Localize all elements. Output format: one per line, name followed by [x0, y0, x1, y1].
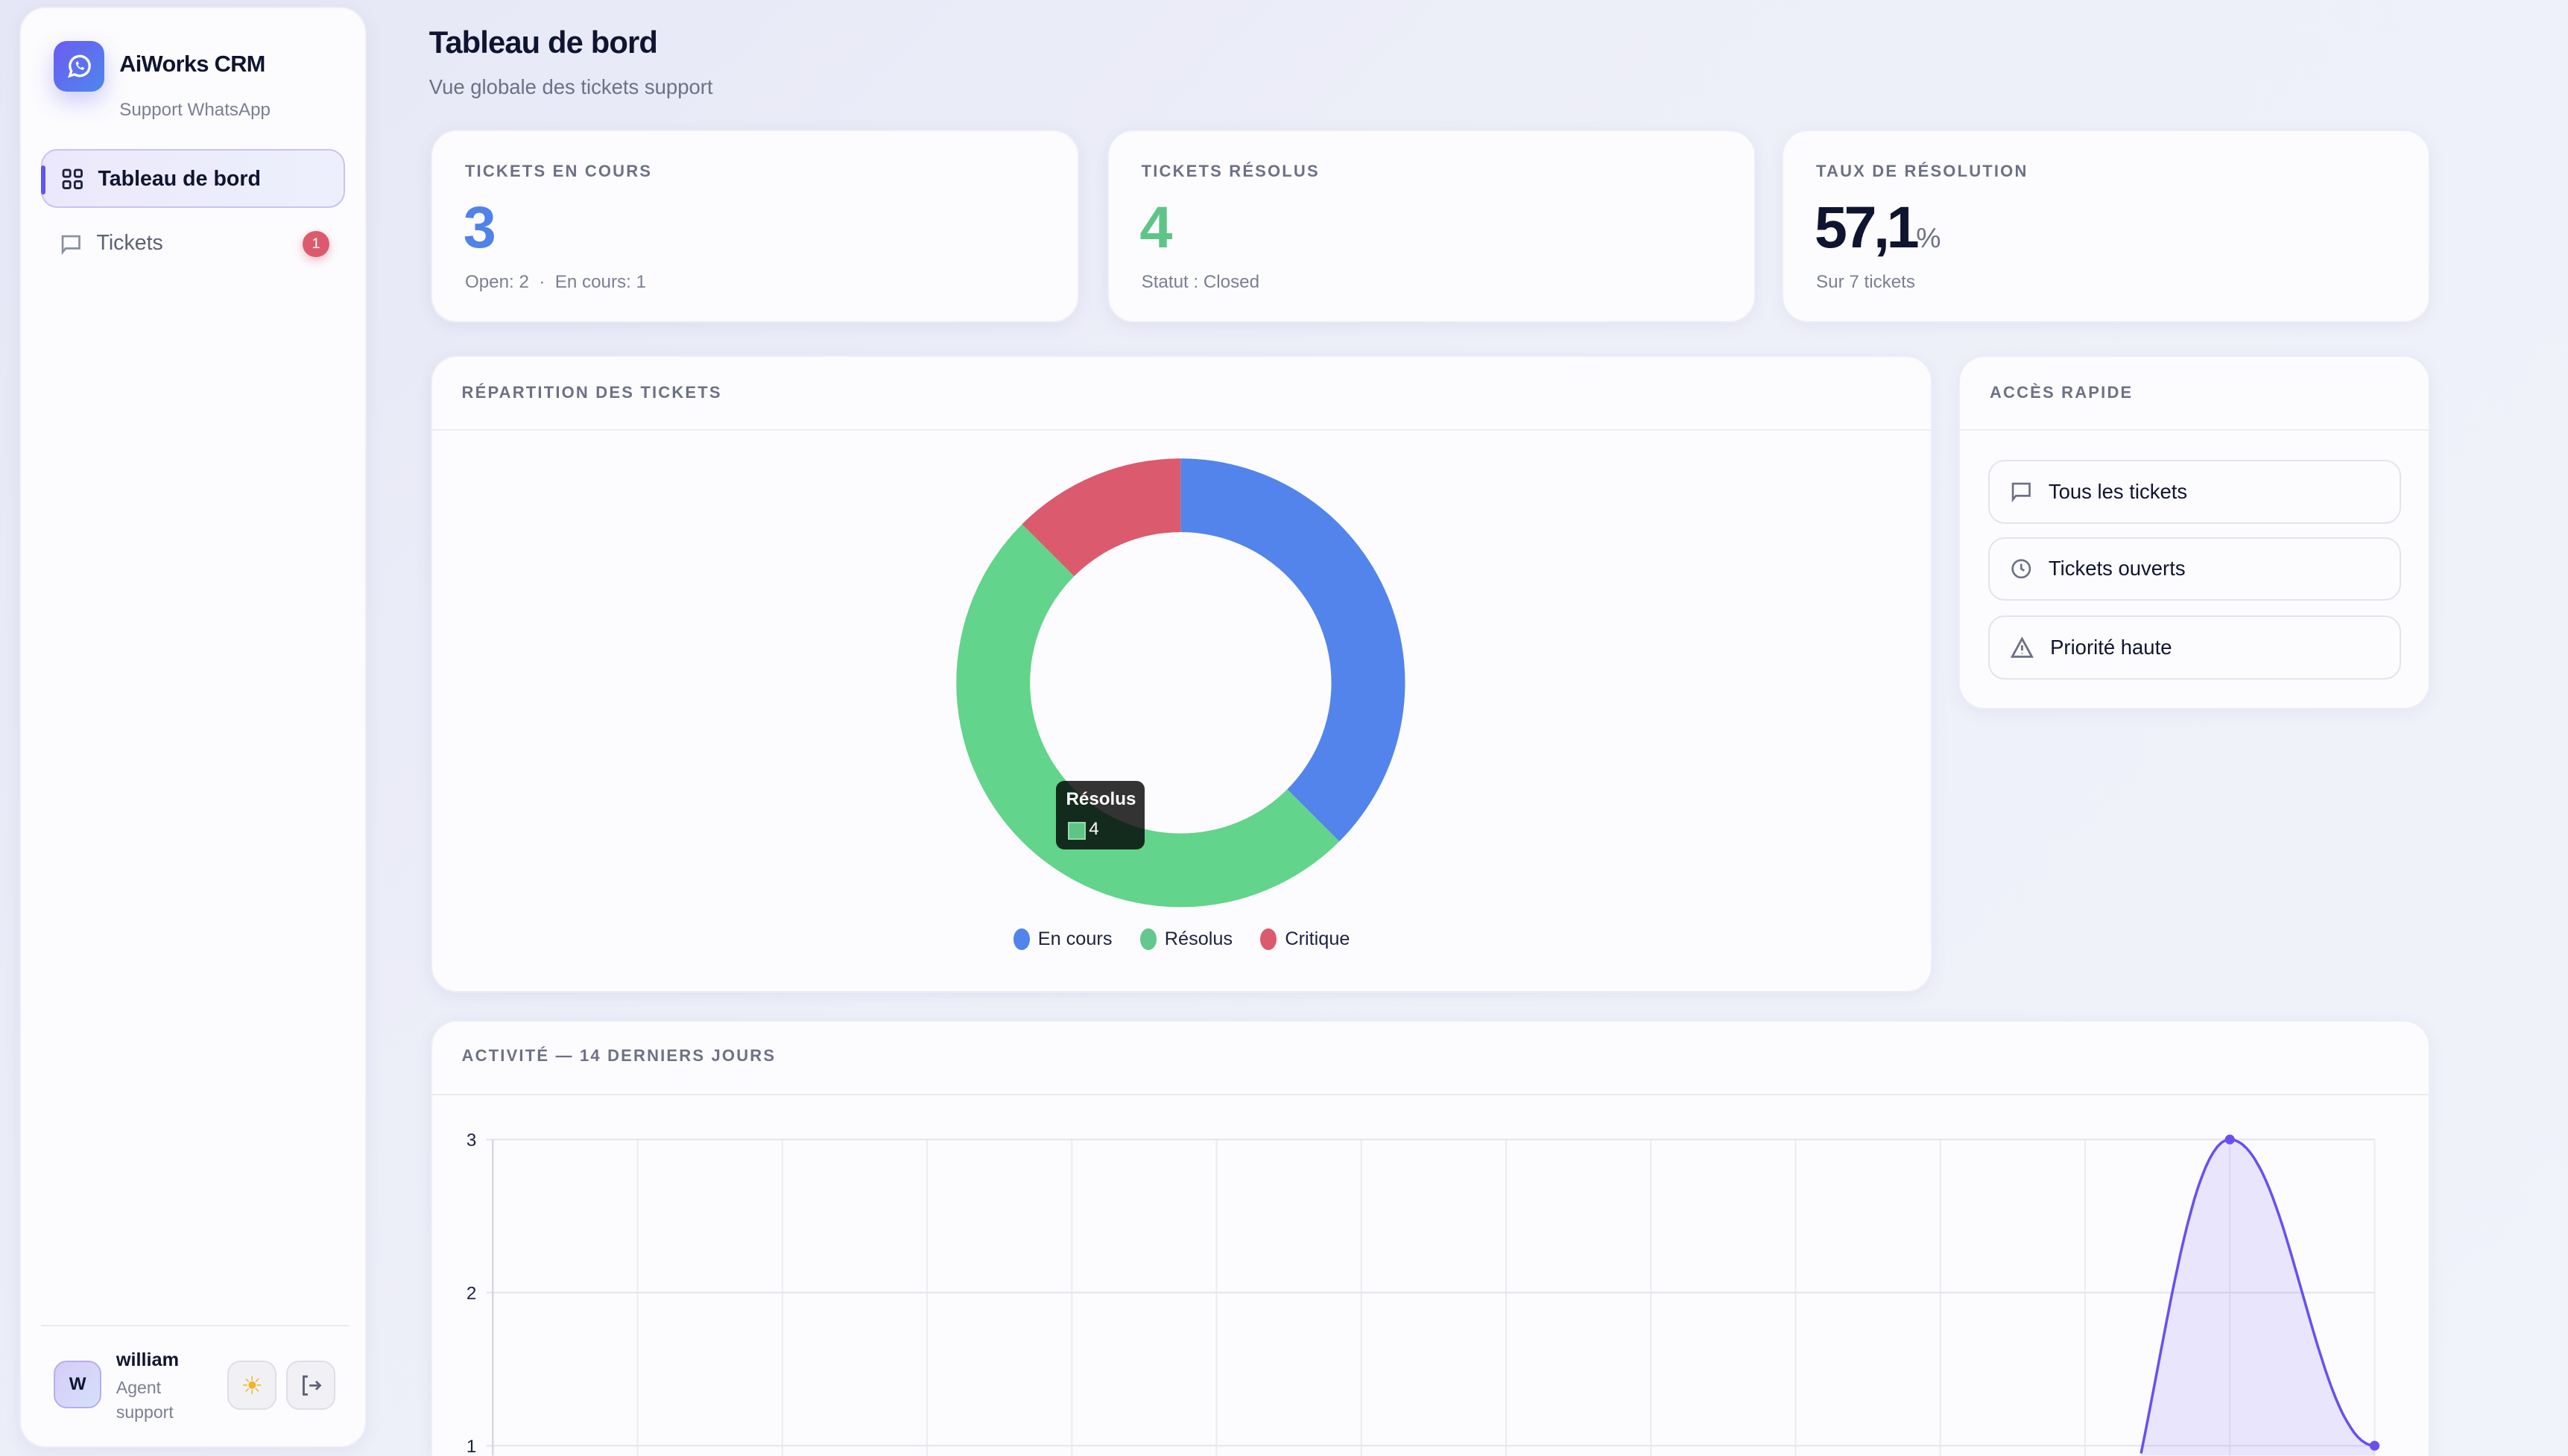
area-fill [2141, 1139, 2375, 1456]
button-label: Tickets ouverts [2048, 557, 2186, 580]
open-tickets-button[interactable]: Tickets ouverts [1987, 536, 2401, 601]
donut-card: RÉPARTITION DES TICKETS Résolus 4 En cou… [430, 355, 1933, 993]
sidebar-item-tickets[interactable]: Tickets [41, 224, 346, 264]
activity-card: ACTIVITÉ — 14 DERNIERS JOURS 1 2 3 [430, 1020, 2431, 1456]
sidebar-item-label: Tableau de bord [98, 166, 261, 191]
kpi-unit: % [1916, 222, 1941, 254]
avatar: W [54, 1361, 102, 1408]
section-title: RÉPARTITION DES TICKETS [461, 383, 722, 402]
legend-label: En cours [1037, 928, 1113, 949]
whatsapp-icon [54, 40, 105, 92]
legend-label: Critique [1285, 928, 1350, 949]
page-title: Tableau de bord [428, 24, 658, 60]
active-indicator [40, 165, 46, 195]
y-tick-label: 3 [467, 1130, 476, 1150]
legend-item[interactable]: Résolus [1139, 928, 1233, 950]
donut-slice-critique[interactable] [1022, 458, 1181, 577]
data-point[interactable] [2224, 1134, 2235, 1145]
button-label: Tous les tickets [2048, 480, 2188, 504]
legend-swatch [1139, 928, 1157, 950]
all-tickets-button[interactable]: Tous les tickets [1987, 460, 2401, 525]
chart-legend: En cours Résolus Critique [432, 928, 1931, 950]
kpi-sub: Statut : Closed [1141, 271, 1260, 292]
donut-chart [956, 458, 1405, 908]
legend-swatch [1260, 928, 1277, 950]
y-tick-label: 2 [467, 1284, 476, 1304]
quick-access-card: ACCÈS RAPIDE Tous les tickets Tickets ou… [1958, 355, 2431, 709]
y-tick-label: 1 [467, 1437, 476, 1455]
sun-icon: ☀ [241, 1371, 263, 1399]
divider [1960, 428, 2429, 431]
brand-subtitle: Support WhatsApp [119, 99, 271, 120]
series-line [2140, 1138, 2375, 1455]
tooltip-value: 4 [1089, 818, 1099, 839]
kpi-value: 3 [463, 194, 496, 261]
sidebar: AiWorks CRM Support WhatsApp Tableau de … [19, 6, 367, 1448]
kpi-value-wrap: 57,1% [1815, 193, 1941, 262]
user-role: Agent support [116, 1377, 174, 1422]
donut-slice-en-cours[interactable] [1180, 458, 1405, 842]
data-point[interactable] [2369, 1440, 2380, 1451]
divider [40, 1324, 349, 1326]
legend-item[interactable]: Critique [1260, 928, 1350, 950]
sidebar-item-label: Tickets [96, 230, 163, 255]
section-title: ACTIVITÉ — 14 DERNIERS JOURS [461, 1046, 777, 1066]
divider [431, 428, 1932, 431]
page-subtitle: Vue globale des tickets support [428, 75, 713, 99]
brand-name: AiWorks CRM [119, 50, 265, 77]
kpi-label: TAUX DE RÉSOLUTION [1816, 162, 2028, 181]
kpi-card-in-progress: TICKETS EN COURS 3 Open: 2 · En cours: 1 [430, 129, 1080, 323]
kpi-value: 4 [1139, 194, 1172, 261]
logout-icon [303, 1375, 322, 1396]
kpi-sub: Sur 7 tickets [1816, 271, 1915, 292]
warning-icon [2011, 636, 2034, 658]
high-priority-button[interactable]: Priorité haute [1987, 615, 2401, 680]
divider [431, 1093, 2429, 1096]
section-title: ACCÈS RAPIDE [1989, 383, 2134, 402]
kpi-label: TICKETS RÉSOLUS [1141, 162, 1320, 181]
chat-icon [61, 235, 80, 256]
kpi-label: TICKETS EN COURS [464, 162, 653, 181]
kpi-card-resolution-rate: TAUX DE RÉSOLUTION 57,1% Sur 7 tickets [1782, 129, 2431, 323]
activity-chart: 1 2 3 [467, 1130, 2380, 1456]
kpi-card-resolved: TICKETS RÉSOLUS 4 Statut : Closed [1107, 129, 1756, 323]
legend-item[interactable]: En cours [1013, 928, 1113, 950]
legend-swatch [1013, 928, 1030, 950]
button-label: Priorité haute [2050, 635, 2172, 659]
chat-icon [2012, 482, 2031, 503]
donut-slice-r-solus[interactable] [956, 524, 1340, 908]
user-name: william [116, 1349, 180, 1370]
tickets-count-badge: 1 [303, 230, 329, 257]
kpi-value: 57,1 [1814, 194, 1920, 261]
chart-tooltip: Résolus 4 [1056, 781, 1145, 850]
tooltip-title: Résolus [1066, 789, 1136, 810]
logout-button[interactable] [286, 1361, 336, 1410]
sidebar-item-dashboard[interactable]: Tableau de bord [40, 148, 346, 208]
legend-label: Résolus [1164, 928, 1233, 949]
clock-icon [2011, 559, 2031, 579]
kpi-sub: Open: 2 · En cours: 1 [464, 271, 646, 292]
grid-icon [62, 168, 83, 189]
theme-toggle-button[interactable]: ☀ [227, 1361, 277, 1410]
tooltip-swatch [1067, 822, 1086, 841]
